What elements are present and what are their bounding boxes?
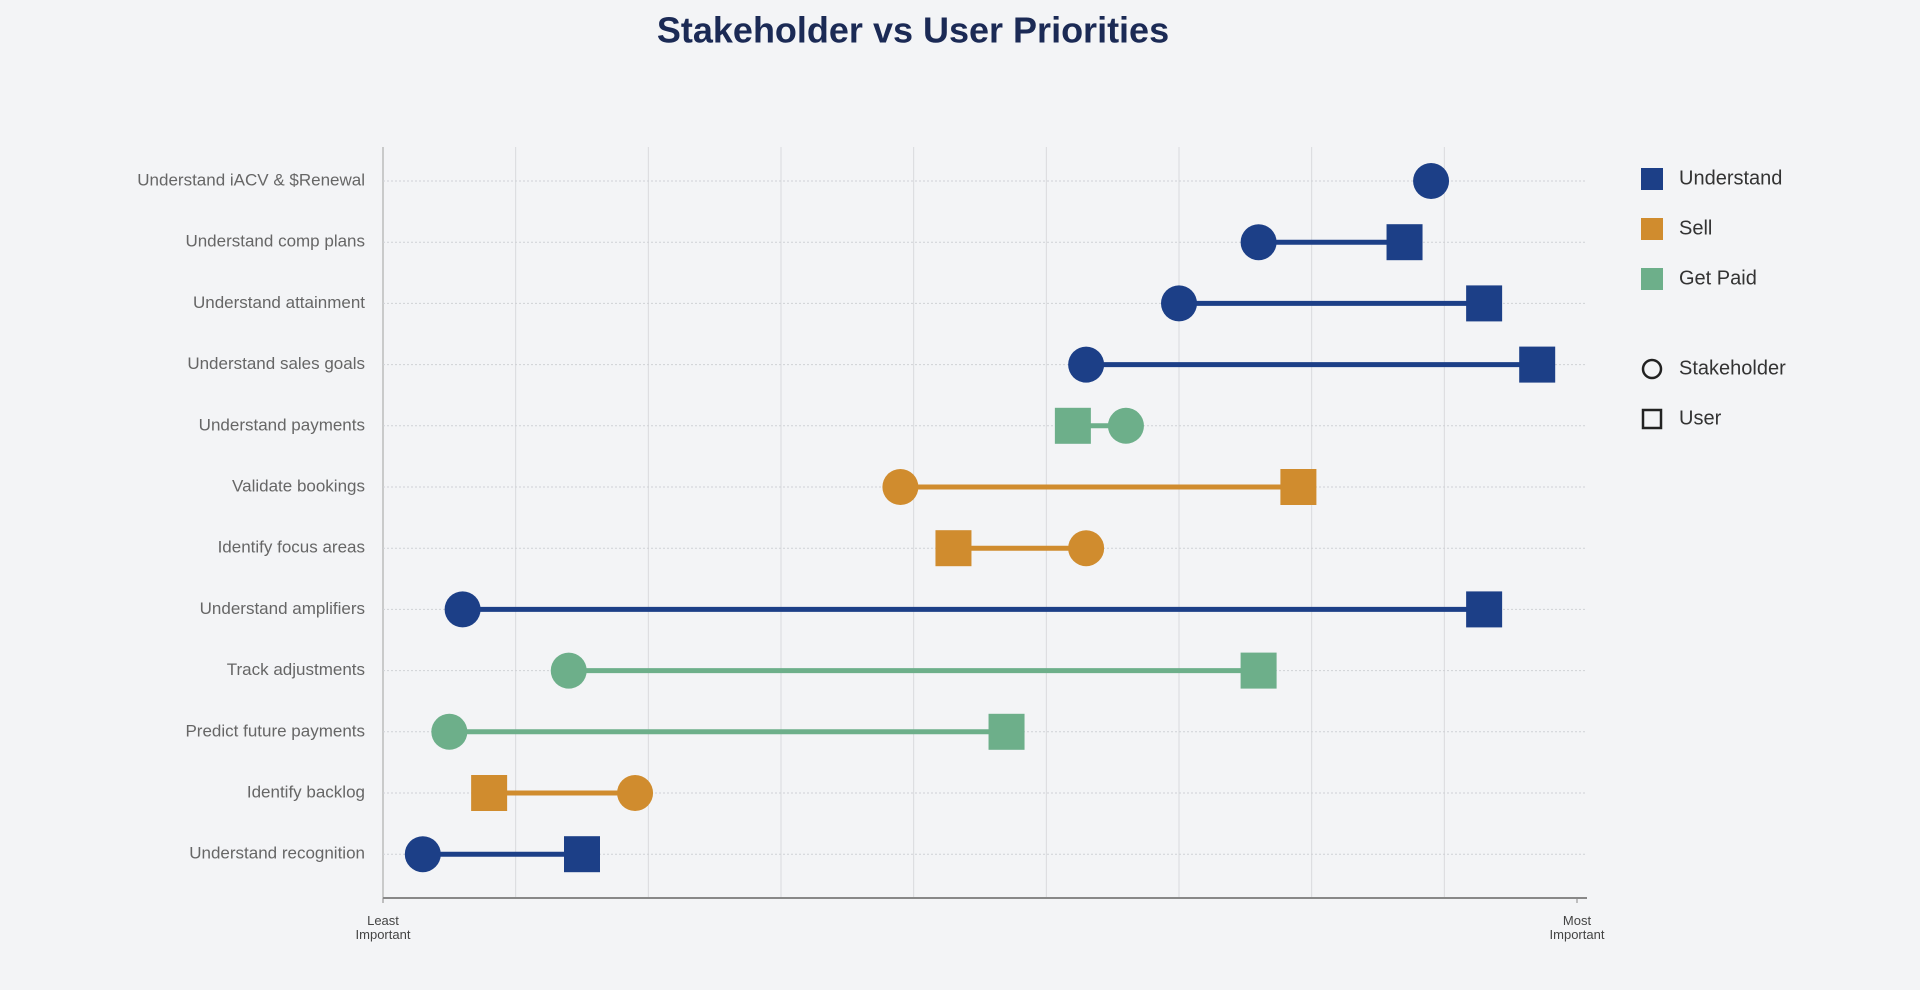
legend-marker [1641,358,1663,380]
legend-swatch [1641,218,1663,240]
legend-marker [1641,408,1663,430]
y-tick-label: Understand sales goals [187,354,365,373]
stakeholder-marker [617,775,654,811]
user-marker [935,530,972,567]
legend-label: User [1679,407,1722,429]
stakeholder-marker [1161,285,1197,322]
user-marker [471,775,508,811]
stakeholder-marker [1068,530,1105,567]
legend-label: Get Paid [1679,267,1757,289]
y-tick-label: Understand comp plans [185,232,365,251]
legend-label: Understand [1679,167,1782,189]
stakeholder-marker [1413,163,1450,199]
y-tick-label: Understand amplifiers [200,599,365,618]
chart-title: Stakeholder vs User Priorities [657,10,1169,51]
y-tick-label: Understand attainment [193,293,365,312]
y-tick-label: Predict future payments [185,721,365,740]
x-tick-label: Least Important [355,913,411,942]
legend-swatch [1641,268,1663,290]
y-tick-label: Track adjustments [227,660,365,679]
stakeholder-marker [1240,224,1277,261]
stakeholder-marker [1107,407,1144,444]
stakeholder-marker [404,836,441,873]
user-marker [1280,469,1317,505]
user-marker [564,836,600,873]
legend-label: Sell [1679,217,1712,239]
user-marker [1466,591,1503,628]
user-marker [1386,224,1423,261]
legend-label: Stakeholder [1679,357,1786,379]
stakeholder-marker [444,591,481,628]
y-tick-label: Understand payments [199,415,365,434]
y-tick-label: Validate bookings [232,476,365,495]
user-marker [988,713,1025,750]
stakeholder-marker [1068,346,1105,383]
y-tick-label: Understand iACV & $Renewal [137,170,365,189]
stakeholder-marker [882,469,919,505]
stakeholder-marker [550,652,587,689]
y-tick-label: Identify focus areas [218,538,365,557]
legend-swatch [1641,168,1663,190]
y-tick-label: Understand recognition [189,844,365,863]
user-marker [1519,346,1556,383]
user-marker [1240,652,1277,689]
user-marker [1054,407,1091,444]
y-tick-label: Identify backlog [247,782,365,801]
stakeholder-marker [431,713,468,750]
x-tick-label: Most Important [1549,913,1605,942]
user-marker [1466,285,1503,322]
